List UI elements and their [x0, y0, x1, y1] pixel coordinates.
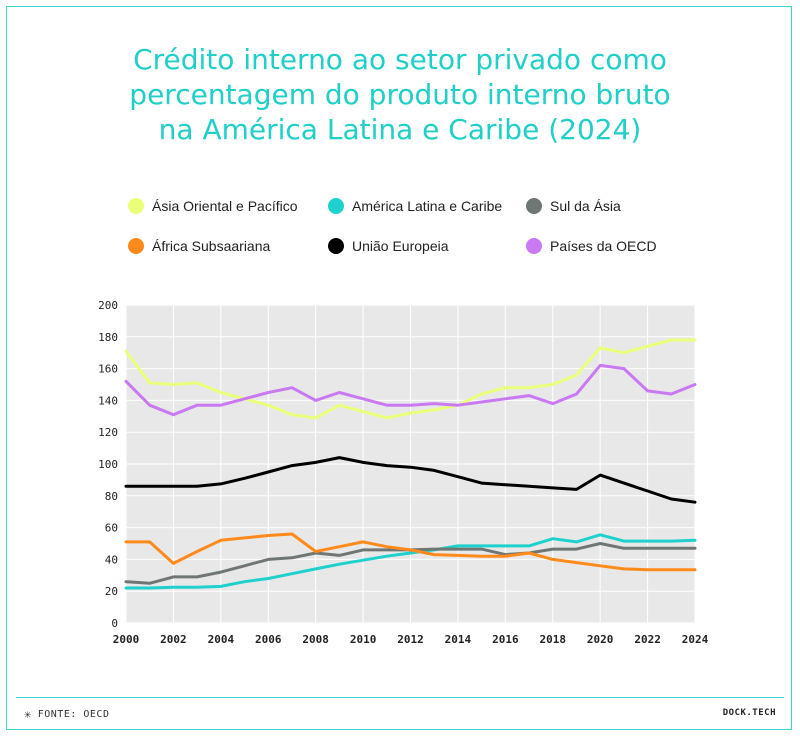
chart-title: Crédito interno ao setor privado como pe… [40, 42, 760, 147]
legend-marker [128, 238, 144, 254]
y-tick-label: 80 [105, 490, 118, 503]
y-tick-label: 160 [98, 363, 118, 376]
series-line [124, 456, 697, 504]
x-tick-label: 2014 [445, 633, 472, 646]
x-tick-label: 2008 [302, 633, 329, 646]
footer-divider [16, 697, 784, 698]
chart-title-line-1: Crédito interno ao setor privado como [133, 43, 667, 76]
x-tick-label: 2004 [208, 633, 235, 646]
legend-label: União Europeia [352, 238, 449, 254]
legend-label: África Subsaariana [152, 238, 271, 254]
x-tick-label: 2006 [255, 633, 282, 646]
legend-item: Sul da Ásia [526, 198, 621, 214]
y-tick-label: 0 [111, 617, 118, 630]
series-line [124, 533, 697, 590]
y-tick-label: 180 [98, 331, 118, 344]
y-tick-label: 20 [105, 585, 118, 598]
x-tick-label: 2000 [113, 633, 140, 646]
x-tick-label: 2002 [160, 633, 187, 646]
legend-item: África Subsaariana [128, 238, 270, 254]
y-tick-label: 100 [98, 458, 118, 471]
legend-marker [328, 198, 344, 214]
y-tick-label: 200 [98, 299, 118, 312]
x-tick-label: 2016 [492, 633, 519, 646]
y-tick-label: 120 [98, 426, 118, 439]
x-tick-label: 2020 [587, 633, 614, 646]
asterisk-icon: ✳ [24, 707, 32, 721]
legend-item: Países da OECD [526, 238, 657, 254]
y-tick-label: 60 [105, 522, 118, 535]
series-line [124, 532, 697, 572]
footer-source: ✳ FONTE: OECD [24, 707, 109, 721]
legend-label: Sul da Ásia [550, 198, 621, 214]
legend-marker [328, 238, 344, 254]
source-text: FONTE: OECD [37, 708, 110, 720]
x-tick-label: 2010 [350, 633, 377, 646]
chart-title-line-2: percentagem do produto interno bruto [129, 78, 671, 111]
legend-item: União Europeia [328, 238, 449, 254]
chart-title-line-3: na América Latina e Caribe (2024) [158, 113, 642, 146]
legend-label: Países da OECD [550, 238, 657, 254]
x-tick-label: 2022 [634, 633, 661, 646]
series-line [124, 338, 697, 420]
legend-marker [128, 198, 144, 214]
chart-legend: Ásia Oriental e Pacífico América Latina e… [128, 198, 688, 278]
x-tick-label: 2012 [397, 633, 424, 646]
legend-item: Ásia Oriental e Pacífico [128, 198, 298, 214]
x-tick-label: 2024 [682, 633, 709, 646]
y-tick-label: 140 [98, 394, 118, 407]
legend-label: Ásia Oriental e Pacífico [152, 198, 298, 214]
legend-label: América Latina e Caribe [352, 198, 503, 214]
y-tick-label: 40 [105, 553, 118, 566]
series-line [124, 363, 697, 417]
card-frame [6, 6, 792, 730]
legend-marker [526, 198, 542, 214]
legend-item: América Latina e Caribe [328, 198, 502, 214]
brand-label: DOCK.TECH [722, 708, 776, 718]
legend-marker [526, 238, 542, 254]
x-tick-label: 2018 [540, 633, 567, 646]
